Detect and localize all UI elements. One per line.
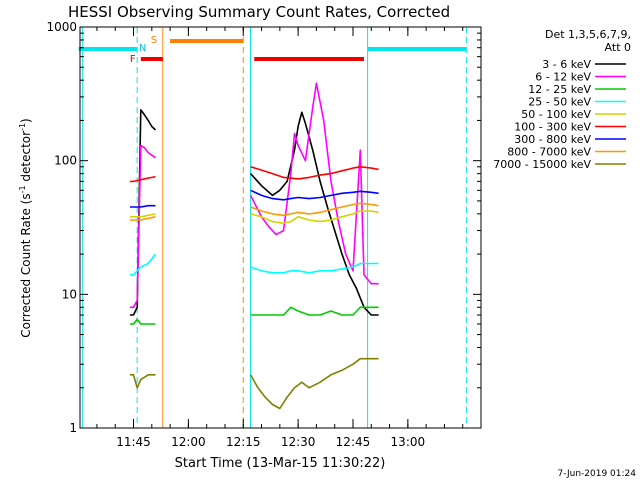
series-line-5-seg-1 — [250, 166, 379, 180]
flag-f-label: F — [130, 54, 136, 65]
legend-label-5: 100 - 300 keV — [514, 121, 591, 134]
legend-label-3: 25 - 50 keV — [528, 96, 591, 109]
series-line-1-seg-1 — [249, 82, 379, 285]
axes-layer: 1 10 100 1000 11:45 12:00 12:15 12:30 12:45 13:00 — [46, 20, 482, 449]
series-line-4-seg-1 — [250, 210, 379, 225]
y-tick-label-0: 1 — [69, 421, 77, 435]
x-tick-label-0: 11:45 — [116, 435, 151, 449]
legend-label-0: 3 - 6 keV — [542, 58, 591, 71]
chart-title: HESSI Observing Summary Count Rates, Cor… — [68, 3, 450, 21]
legend-label-2: 12 - 25 keV — [528, 83, 591, 96]
series-line-0-seg-1 — [250, 111, 379, 316]
x-tick-label-4: 12:45 — [336, 435, 371, 449]
series-line-1-seg-0 — [129, 144, 156, 309]
series-line-3-seg-1 — [250, 262, 379, 274]
y-axis-label-sup1: -1 — [18, 185, 27, 193]
y-axis-label: Corrected Count Rate (s-1 detector-1) — [18, 118, 33, 337]
series-line-2-seg-1 — [250, 306, 379, 316]
legend-label-4: 50 - 100 keV — [521, 108, 591, 121]
y-tick-label-2: 100 — [54, 154, 77, 168]
y-axis-label-part3: ) — [19, 118, 33, 123]
series-line-4-seg-0 — [129, 213, 156, 218]
y-axis-label-sup2: -1 — [18, 123, 27, 131]
legend-label-6: 300 - 800 keV — [514, 133, 591, 146]
series-line-7-seg-1 — [250, 202, 379, 217]
flag-n-label: N — [139, 43, 146, 54]
series-line-6-seg-1 — [250, 189, 379, 201]
legend-label-8: 7000 - 15000 keV — [493, 158, 591, 171]
legend-title-line1: Det 1,3,5,6,7,9, — [545, 28, 631, 41]
legend-label-7: 800 - 7000 keV — [507, 146, 591, 159]
series-line-7-seg-0 — [129, 216, 156, 221]
legend-label-1: 6 - 12 keV — [535, 71, 591, 84]
x-tick-label-1: 12:00 — [171, 435, 206, 449]
series-line-0-seg-0 — [129, 109, 157, 316]
flag-s-label: S — [151, 35, 157, 46]
x-axis-label: Start Time (13-Mar-15 11:30:22) — [175, 456, 386, 471]
y-axis-label-part1: Corrected Count Rate (s — [19, 193, 33, 337]
x-tick-label-2: 12:15 — [226, 435, 261, 449]
x-tick-label-5: 13:00 — [391, 435, 426, 449]
legend-title-line2: Att 0 — [605, 41, 631, 54]
series-line-3-seg-0 — [129, 253, 157, 276]
plot-frame — [79, 26, 482, 429]
series-line-6-seg-0 — [129, 204, 156, 208]
y-axis-label-part2: detector — [19, 131, 33, 186]
x-tick-label-3: 12:30 — [281, 435, 316, 449]
series-line-8-seg-1 — [249, 357, 379, 410]
series-line-2-seg-0 — [129, 318, 156, 325]
timestamp: 7-Jun-2019 01:24 — [558, 469, 637, 479]
series-line-8-seg-0 — [129, 373, 156, 389]
y-tick-label-1: 10 — [62, 287, 77, 301]
series-line-5-seg-0 — [129, 175, 156, 183]
plot-data-layer: FNS — [78, 27, 467, 428]
y-tick-label-3: 1000 — [46, 20, 77, 34]
